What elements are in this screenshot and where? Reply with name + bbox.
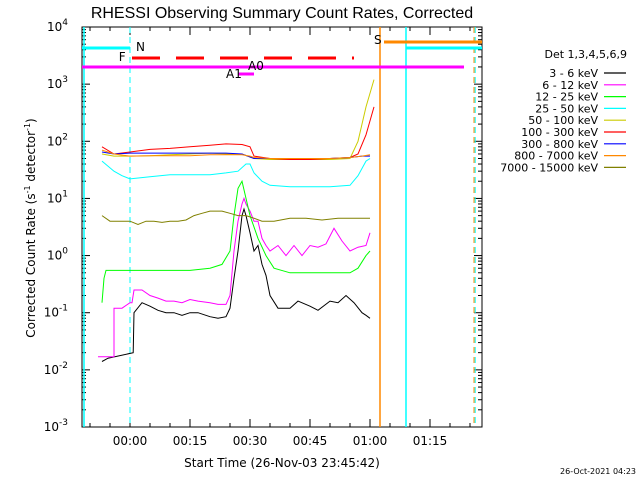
series-line-8 (101, 210, 370, 226)
y-tick-label: 10-2 (44, 361, 68, 377)
flag-label-s: S (374, 33, 382, 47)
series-line-2 (101, 179, 371, 303)
x-tick-label: 00:45 (293, 434, 328, 448)
y-tick-label: 104 (47, 18, 68, 34)
y-tick-label: 100 (47, 247, 68, 263)
attenuator-label-a1: A1 (226, 67, 242, 81)
y-tick-label: 103 (47, 75, 68, 91)
y-axis-label-sup: -1 (23, 185, 32, 193)
x-tick-label: 01:15 (413, 434, 448, 448)
x-axis-label: Start Time (26-Nov-03 23:45:42) (184, 456, 380, 470)
flag-label-n: N (136, 40, 145, 54)
y-tick-label: 102 (47, 132, 68, 148)
series-line-3 (101, 158, 371, 188)
x-tick-label: 00:00 (113, 434, 148, 448)
y-axis-label-mid: detector (24, 131, 38, 186)
chart-title: RHESSI Observing Summary Count Rates, Co… (91, 5, 473, 22)
series-line-5 (101, 106, 375, 160)
legend-entry-6: 300 - 800 keV (521, 138, 598, 151)
series-line-0 (101, 207, 371, 362)
timestamp: 26-Oct-2021 04:23 (560, 467, 636, 476)
flag-lines (83, 27, 476, 427)
legend-entry-3: 25 - 50 keV (535, 102, 598, 115)
y-tick-label: 10-3 (44, 418, 68, 434)
legend-title: Det 1,3,4,5,6,9 (544, 48, 627, 61)
series-line-1 (98, 196, 371, 358)
legend-entry-0: 3 - 6 keV (549, 67, 598, 80)
legend-entry-8: 7000 - 15000 keV (500, 161, 598, 174)
y-axis-label-end: ) (24, 118, 38, 123)
legend-entry-1: 6 - 12 keV (542, 79, 598, 92)
attenuator-label-f: F (119, 50, 126, 64)
legend-entry-7: 800 - 7000 keV (514, 150, 598, 163)
series-lines (98, 79, 375, 362)
y-tick-label: 101 (47, 189, 68, 205)
series-line-7 (101, 149, 371, 159)
x-tick-label: 00:30 (233, 434, 268, 448)
legend-entry-2: 12 - 25 keV (535, 91, 598, 104)
legend-entry-4: 50 - 100 keV (528, 114, 598, 127)
state-bars: N S F A0 A1 (82, 33, 482, 81)
axis-ticks: 10-3 10-2 10-1 100 101 102 103 104 00:00 00:15 00:… (44, 18, 482, 448)
y-axis-label-sup2: -1 (23, 123, 32, 131)
y-axis-label-text: Corrected Count Rate (s (24, 193, 38, 337)
series-line-4 (101, 79, 375, 160)
plot-frame (81, 26, 483, 428)
attenuator-label-a0: A0 (248, 59, 264, 73)
x-tick-label: 01:00 (353, 434, 388, 448)
x-tick-label: 00:15 (173, 434, 208, 448)
y-tick-label: 10-1 (44, 304, 68, 320)
legend-entry-5: 100 - 300 keV (521, 126, 598, 139)
y-axis-label: Corrected Count Rate (s-1 detector-1) (23, 118, 38, 337)
